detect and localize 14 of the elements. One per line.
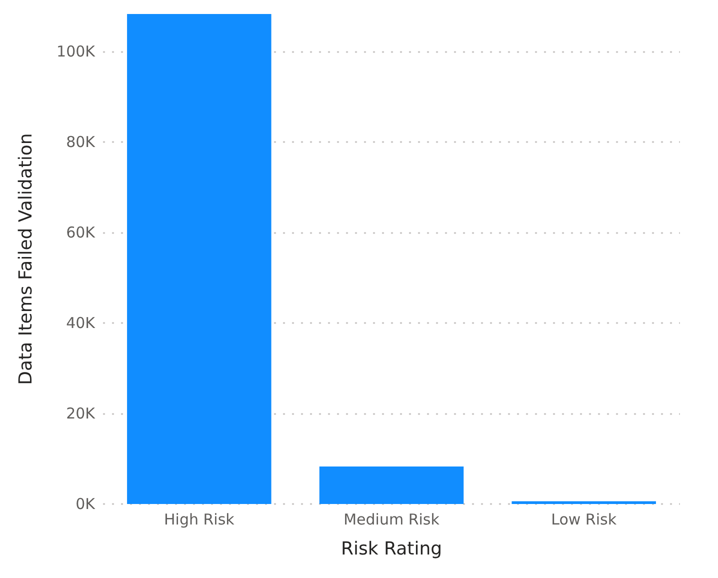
bar	[512, 501, 656, 504]
y-tick-label: 60K	[66, 224, 96, 242]
x-tick-label: Low Risk	[551, 510, 617, 528]
y-tick-label: 0K	[76, 495, 96, 513]
x-tick-label: High Risk	[164, 510, 235, 528]
y-axis-title: Data Items Failed Validation	[16, 133, 36, 385]
x-axis-title: Risk Rating	[340, 538, 442, 560]
y-tick-label: 40K	[66, 314, 96, 332]
bar	[319, 466, 464, 504]
y-tick-label: 80K	[66, 133, 96, 152]
bar	[127, 14, 272, 504]
x-tick-label: Medium Risk	[344, 510, 440, 528]
y-tick-label: 20K	[66, 404, 96, 423]
y-tick-label: 100K	[56, 42, 96, 61]
